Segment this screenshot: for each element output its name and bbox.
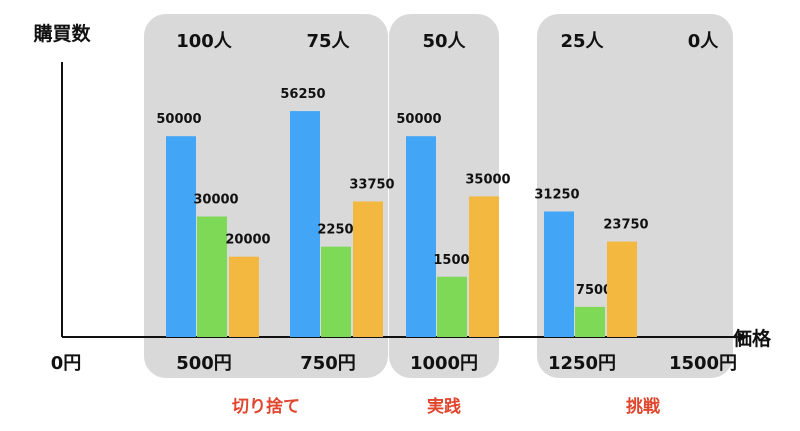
data-label-2-2: 35000	[465, 172, 510, 187]
data-label-2-0: 50000	[396, 112, 441, 127]
buyer-count-4: 25人	[560, 31, 604, 52]
x-tick-label-3: 1000円	[410, 353, 478, 374]
bar-1250円-series-0	[544, 211, 574, 337]
buyer-count-1: 100人	[176, 31, 233, 52]
data-label-1-0: 56250	[280, 87, 325, 102]
bar-750円-series-0	[290, 111, 320, 337]
x-tick-label-1: 500円	[176, 353, 232, 374]
data-label-3-1: 7500	[576, 283, 612, 298]
buyer-count-5: 0人	[688, 31, 720, 52]
x-tick-label-5: 1500円	[669, 353, 737, 374]
data-label-1-2: 33750	[349, 177, 394, 192]
bar-1250円-series-1	[575, 306, 605, 337]
bar-750円-series-2	[353, 201, 383, 337]
data-label-0-1: 30000	[193, 193, 238, 208]
bar-1250円-series-2	[607, 241, 637, 337]
bar-500円-series-0	[166, 136, 196, 337]
group-label-2: 挑戦	[626, 396, 661, 417]
data-label-0-2: 20000	[225, 233, 270, 248]
group-label-1: 実践	[427, 396, 461, 417]
data-label-2-1: 15000	[433, 253, 478, 268]
x-axis-label: 価格	[732, 327, 772, 350]
bar-500円-series-2	[229, 256, 259, 337]
bar-500円-series-1	[197, 216, 227, 337]
bar-1000円-series-0	[406, 136, 436, 337]
group-panel-2	[537, 14, 733, 378]
bar-750円-series-1	[321, 246, 351, 337]
group-label-0: 切り捨て	[232, 396, 300, 417]
buyer-count-2: 75人	[306, 31, 350, 52]
x-tick-label-2: 750円	[300, 353, 356, 374]
bar-1000円-series-1	[437, 276, 467, 337]
y-axis-label: 購買数	[33, 22, 91, 45]
buyer-count-3: 50人	[422, 31, 466, 52]
x-tick-label-0: 0円	[51, 353, 82, 374]
data-label-3-2: 23750	[603, 218, 648, 233]
bar-1000円-series-2	[469, 196, 499, 337]
data-label-0-0: 50000	[156, 112, 201, 127]
data-label-1-1: 22500	[317, 223, 362, 238]
data-label-3-0: 31250	[534, 187, 579, 202]
x-axis-arrow	[738, 332, 748, 342]
x-tick-label-4: 1250円	[548, 353, 616, 374]
